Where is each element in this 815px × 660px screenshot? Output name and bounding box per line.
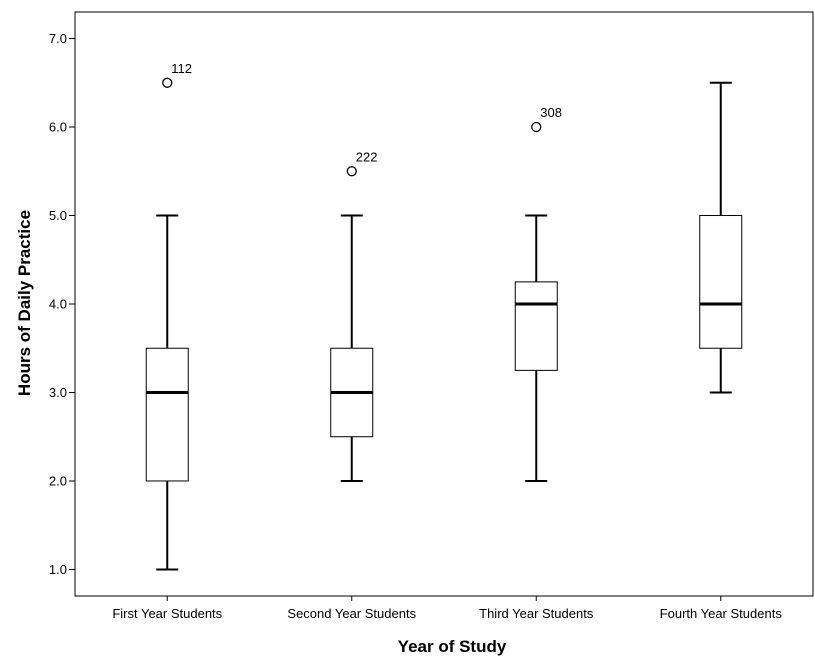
x-tick-label: First Year Students (112, 606, 222, 621)
outlier-label: 308 (540, 105, 562, 120)
outlier-point (346, 166, 357, 177)
box-series: 112 222 308 (145, 61, 743, 571)
x-tick-label: Third Year Students (479, 606, 594, 621)
outlier-point (162, 77, 173, 88)
outlier-label: 112 (171, 61, 192, 76)
y-tick-label: 4.0 (49, 297, 67, 312)
y-tick-label: 1.0 (49, 562, 67, 577)
outlier-label: 222 (356, 149, 378, 164)
y-tick-label: 2.0 (49, 473, 67, 488)
y-tick-label: 7.0 (49, 31, 67, 46)
y-tick-label: 3.0 (49, 385, 67, 400)
x-tick-label: Second Year Students (287, 606, 416, 621)
y-tick-label: 6.0 (49, 120, 67, 135)
box-group: 308 (514, 105, 562, 482)
y-axis-title: Hours of Daily Practice (15, 210, 34, 396)
box-group: 222 (330, 149, 378, 482)
box (514, 281, 558, 371)
y-tick-label: 5.0 (49, 208, 67, 223)
x-axis-title: Year of Study (398, 637, 507, 656)
x-tick-label: Fourth Year Students (660, 606, 783, 621)
x-axis: First Year Students Second Year Students T… (112, 596, 782, 621)
box (699, 215, 743, 349)
box-group: 112 (145, 61, 192, 571)
outlier-point (531, 121, 542, 133)
box-group (699, 81, 743, 394)
y-axis: 1.0 2.0 3.0 4.0 5.0 6.0 7.0 (49, 31, 75, 577)
box (145, 347, 189, 482)
